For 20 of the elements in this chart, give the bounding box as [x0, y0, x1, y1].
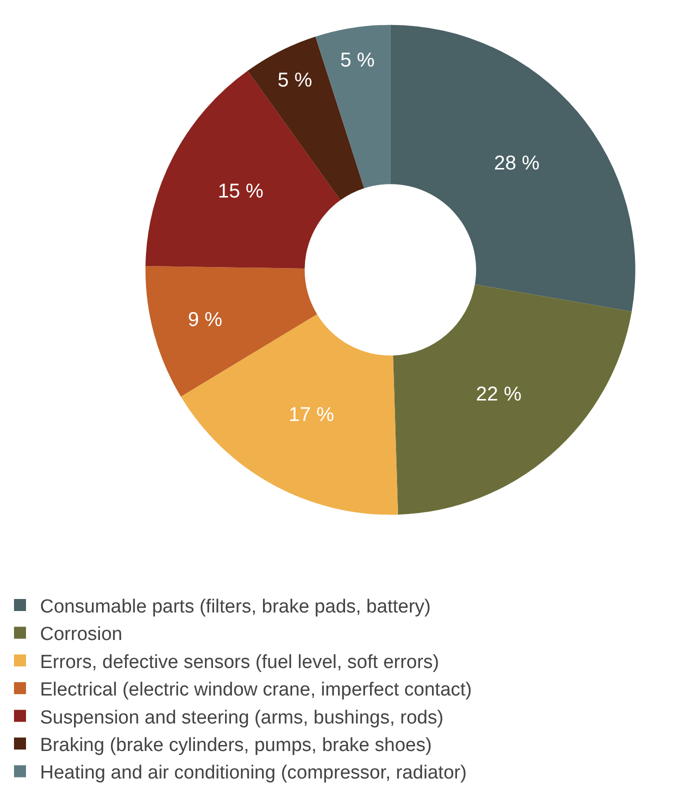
donut-slice — [180, 314, 398, 515]
legend-label: Heating and air conditioning (compressor, radiator) — [40, 762, 467, 784]
donut-slice — [390, 24, 636, 312]
data-label: 17 % — [288, 404, 334, 426]
donut-slice — [146, 266, 318, 397]
legend-label: Braking (brake cylinders, pumps, brake shoes) — [40, 734, 432, 756]
legend-label: Errors, defective sensors (fuel level, soft errors) — [40, 652, 440, 673]
donut-slice — [146, 70, 340, 268]
legend-label: Consumable parts (filters, brake pads, battery) — [40, 596, 431, 618]
legend-label: Corrosion — [40, 624, 122, 646]
data-label: 5 % — [340, 49, 375, 72]
data-label: 22 % — [476, 384, 522, 406]
data-label: 9 % — [188, 308, 223, 331]
data-label: 5 % — [278, 69, 312, 92]
donut-slice — [393, 284, 632, 515]
legend-label: Suspension and steering (arms, bushings, rods) — [40, 707, 444, 728]
data-label: 15 % — [218, 180, 264, 202]
donut-slice — [315, 24, 390, 188]
data-label: 28 % — [494, 152, 540, 174]
legend-label: Electrical (electric window crane, imperfect contact) — [40, 680, 472, 701]
